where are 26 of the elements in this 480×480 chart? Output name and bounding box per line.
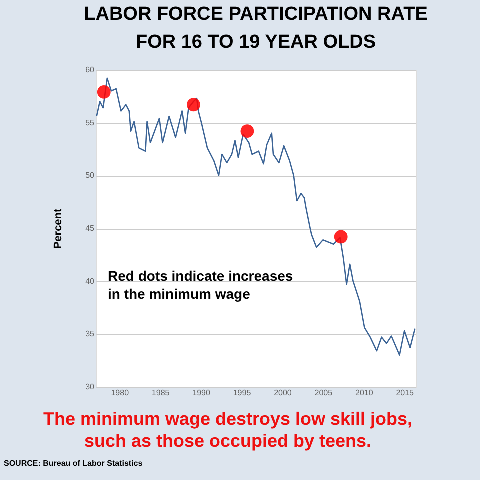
line-series (96, 78, 416, 356)
x-tick-label: 1980 (111, 388, 130, 398)
x-tick-label: 2010 (355, 388, 374, 398)
x-tick-label: 1985 (152, 388, 170, 398)
point (187, 98, 200, 112)
x-tick-label: 2005 (314, 388, 334, 398)
point (240, 124, 254, 138)
text: FOR 16 TO 19 YEAR OLDS (136, 32, 376, 53)
y-tick-label: 55 (86, 118, 96, 128)
point (97, 85, 111, 99)
x-tick-label: 2000 (274, 388, 292, 398)
y-tick-label: 45 (86, 224, 96, 233)
y-tick-label: 35 (86, 330, 96, 339)
x-tick-label: 1990 (192, 388, 211, 398)
source-note: SOURCE: Bureau of Labor Statistics (4, 459, 144, 468)
x-tick-label: 2015 (396, 388, 415, 398)
x-tick-label: 1995 (233, 388, 252, 398)
y-tick-label: 30 (86, 382, 96, 392)
point (334, 230, 348, 244)
y-tick-label: 60 (86, 66, 96, 74)
y-tick-label: 40 (86, 276, 96, 286)
y-axis-title: Percent (52, 208, 65, 250)
y-tick-label: 50 (86, 171, 96, 180)
annotation: Red dots indicate increases in the minimum wage (108, 268, 294, 302)
text: LABOR FORCE PARTICIPATION RATE (84, 4, 428, 25)
text: The minimum wage destroys low skill jobs, such as those occupied by teens. (43, 409, 413, 451)
